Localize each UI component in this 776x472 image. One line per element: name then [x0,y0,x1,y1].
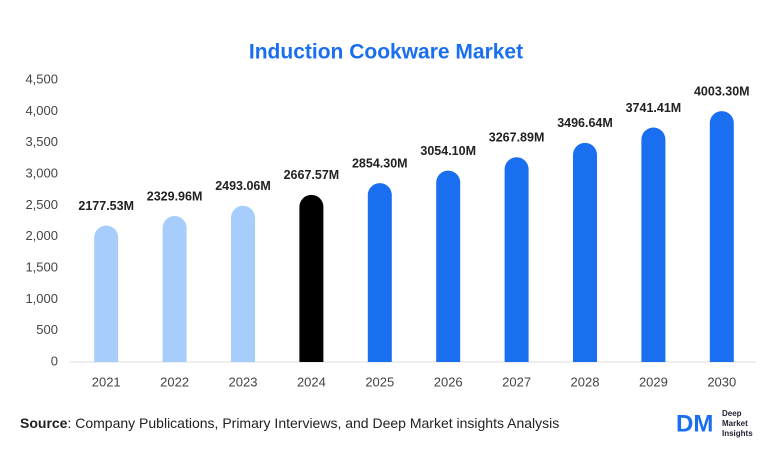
x-tick-label: 2026 [434,374,463,389]
value-label: 3741.41M [626,101,682,115]
bar [573,142,597,362]
bar [709,111,734,362]
value-label: 3496.64M [557,116,613,130]
source: Source: Company Publications, Primary In… [20,415,559,431]
value-label: 2329.96M [147,189,203,203]
bar [231,205,255,362]
x-tick-label: 2027 [502,374,531,389]
value-label: 3054.10M [420,144,476,158]
logo-text: Market [722,419,748,428]
y-tick-label: 2,500 [25,197,58,212]
value-label: 2177.53M [78,199,134,213]
source-label: Source [20,415,68,431]
x-tick-label: 2023 [229,374,258,389]
x-tick-label: 2030 [707,374,736,389]
y-tick-label: 4,500 [25,71,58,86]
bar [299,194,324,362]
x-tick-label: 2025 [365,374,394,389]
value-label: 3267.89M [489,131,545,145]
y-tick-label: 2,000 [25,228,58,243]
chart-title: Induction Cookware Market [249,41,523,64]
bar [641,127,666,362]
value-label: 2493.06M [215,179,271,193]
y-tick-label: 3,000 [25,165,58,180]
x-tick-label: 2028 [571,374,600,389]
bar [94,225,119,362]
source-text: : Company Publications, Primary Intervie… [67,415,559,431]
bar [504,157,529,362]
value-label: 2854.30M [352,156,408,170]
y-tick-label: 500 [36,322,58,337]
value-label: 4003.30M [694,84,750,98]
y-tick-label: 4,000 [25,103,58,118]
bar [162,215,187,362]
x-tick-label: 2022 [160,374,189,389]
y-tick-label: 1,000 [25,291,58,306]
y-tick-label: 0 [51,353,58,368]
y-tick-label: 3,500 [25,134,58,149]
logo-text: Deep [722,409,742,418]
bar [367,183,392,362]
logo-text: Insights [722,429,753,438]
value-label: 2667.57M [284,168,340,182]
x-tick-label: 2021 [92,374,121,389]
y-tick-label: 1,500 [25,259,58,274]
x-tick-label: 2029 [639,374,668,389]
bar [436,170,461,362]
x-tick-label: 2024 [297,374,326,389]
logo-mark: DM [676,410,713,437]
